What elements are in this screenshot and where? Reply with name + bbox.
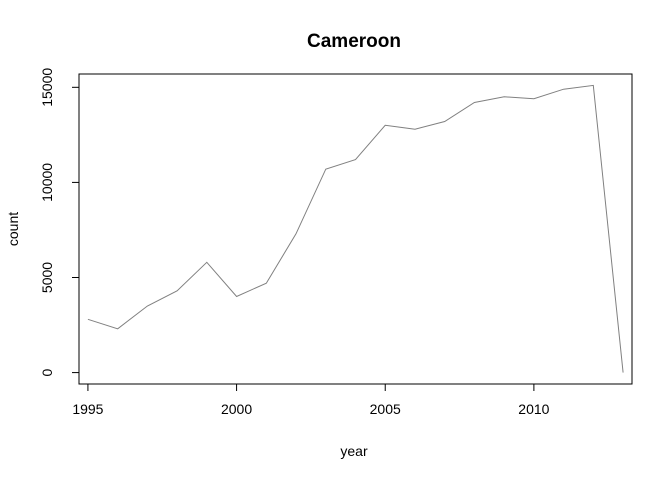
data-point xyxy=(385,125,386,126)
data-point xyxy=(593,85,594,86)
x-tick-label: 2000 xyxy=(221,401,252,417)
data-point xyxy=(147,306,148,307)
data-point xyxy=(206,262,207,263)
plot-frame xyxy=(78,73,633,385)
series xyxy=(87,84,624,373)
y-tick-label: 15000 xyxy=(39,68,55,107)
series-line xyxy=(87,84,624,373)
data-point xyxy=(87,319,88,320)
data-point xyxy=(474,102,475,103)
data-point xyxy=(444,121,445,122)
data-point xyxy=(117,328,118,329)
data-point xyxy=(355,159,356,160)
x-axis: 1995 2000 2005 2010 xyxy=(72,383,550,417)
y-axis: 0 5000 10000 15000 xyxy=(39,68,80,376)
x-tick-label: 1995 xyxy=(72,401,103,417)
data-point xyxy=(325,169,326,170)
data-point xyxy=(266,283,267,284)
data-point xyxy=(533,98,534,99)
chart-title: Cameroon xyxy=(307,31,401,52)
y-axis-label: count xyxy=(5,212,21,246)
data-point xyxy=(177,290,178,291)
data-point xyxy=(563,89,564,90)
data-point xyxy=(414,129,415,130)
data-point xyxy=(623,372,624,373)
data-point xyxy=(236,296,237,297)
data-point xyxy=(504,96,505,97)
x-tick-label: 2005 xyxy=(370,401,401,417)
x-axis-label: year xyxy=(340,443,368,459)
y-tick-label: 0 xyxy=(39,368,55,376)
data-point xyxy=(296,233,297,234)
x-tick-label: 2010 xyxy=(518,401,549,417)
y-tick-label: 10000 xyxy=(39,163,55,202)
y-tick-label: 5000 xyxy=(39,262,55,293)
